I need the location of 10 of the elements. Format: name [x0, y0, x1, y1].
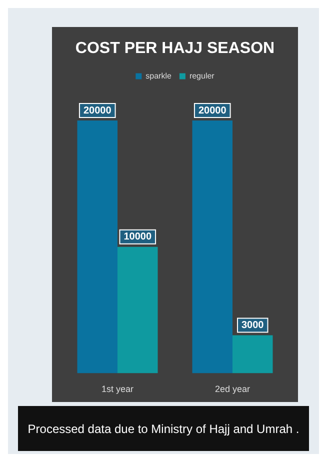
- x-tick-label: 2ed year: [214, 384, 250, 394]
- chart-title: COST PER HAJJ SEASON: [75, 40, 275, 58]
- data-label: 20000: [198, 105, 227, 116]
- data-label: 20000: [83, 105, 112, 116]
- legend-label: sparkle: [146, 71, 172, 80]
- legend-label: reguler: [189, 71, 215, 80]
- data-label: 10000: [124, 232, 152, 243]
- x-tick-label: 1st year: [101, 384, 134, 394]
- text: Processed data due to Ministry of Hajj and Umrah .: [18, 406, 309, 451]
- data-label: 3000: [242, 320, 264, 332]
